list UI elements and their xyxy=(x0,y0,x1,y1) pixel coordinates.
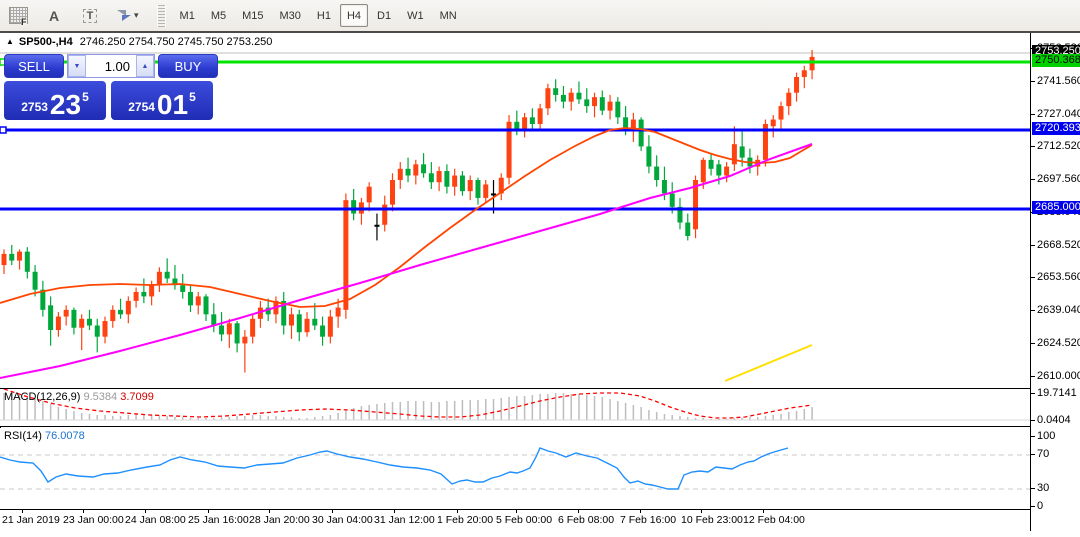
time-tick-mark xyxy=(578,510,579,513)
macd-panel[interactable]: MACD(12,26,9) 9.5384 3.7099 xyxy=(0,389,1030,427)
time-tick-label: 1 Feb 20:00 xyxy=(437,514,494,526)
volume-box: ▼ 1.00 ▲ xyxy=(67,54,155,78)
rsi-value: 76.0078 xyxy=(44,430,85,442)
text-box-button[interactable]: T xyxy=(74,4,106,28)
time-tick-label: 21 Jan 2019 xyxy=(2,514,60,526)
time-tick-label: 31 Jan 12:00 xyxy=(374,514,435,526)
macd-label: MACD(12,26,9) 9.5384 3.7099 xyxy=(4,391,154,403)
timeframe-button-m5[interactable]: M5 xyxy=(210,9,227,22)
indicator-scale-label: 30 xyxy=(1030,482,1050,494)
macd-value-2: 3.7099 xyxy=(120,391,154,403)
indicator-scale-label: 100 xyxy=(1030,430,1056,442)
spin-up-icon: ▲ xyxy=(141,62,149,70)
time-tick-label: 30 Jan 04:00 xyxy=(312,514,373,526)
time-tick-mark xyxy=(701,510,702,513)
indicator-scale-label: 70 xyxy=(1030,448,1050,460)
time-axis[interactable]: 21 Jan 2019 23 Jan 00:00 24 Jan 08:00 25 Ja… xyxy=(0,510,1030,531)
price-tick-label: 2610.000 xyxy=(1031,370,1080,382)
time-tick-mark xyxy=(640,510,641,513)
macd-value-1: 9.5384 xyxy=(83,391,118,403)
indicator-scale-label: 0.0404 xyxy=(1031,414,1071,426)
time-tick-mark xyxy=(83,510,84,513)
price-tick-label: 2653.560 xyxy=(1031,271,1080,283)
timeframe-button-m1[interactable]: M1 xyxy=(179,9,195,22)
price-tick-label: 2624.520 xyxy=(1031,337,1080,349)
time-tick-mark xyxy=(269,510,270,513)
price-scale[interactable]: 2756.5202741.5602727.0402712.5202697.560… xyxy=(1030,33,1080,531)
symbol-label: SP500-,H4 xyxy=(18,35,73,48)
buy-price-sup: 5 xyxy=(189,90,196,104)
indicator-scale-label: 19.7141 xyxy=(1031,387,1077,399)
price-tick-label: 2712.520 xyxy=(1031,140,1080,152)
collapse-triangle-icon[interactable]: ▲ xyxy=(6,37,14,46)
letter-t-icon: T xyxy=(82,8,98,23)
indicators-grid-button[interactable]: F xyxy=(2,4,34,28)
buy-price-big: 01 xyxy=(156,89,189,120)
price-tick-label: 2697.560 xyxy=(1031,173,1080,185)
timeframe-button-m15[interactable]: M15 xyxy=(242,9,264,22)
time-tick-mark xyxy=(394,510,395,513)
buy-price-small: 2754 xyxy=(128,100,155,114)
time-tick-mark xyxy=(145,510,146,513)
indicator-scale-label: 0 xyxy=(1030,500,1044,512)
letter-a-icon: A xyxy=(48,7,60,24)
buy-button[interactable]: BUY xyxy=(158,54,218,78)
timeframe-button-w1[interactable]: W1 xyxy=(407,9,424,22)
arrow-objects-button[interactable]: ▾ xyxy=(110,4,145,28)
toolbar-drag-handle[interactable] xyxy=(156,4,166,27)
drawing-tools-group: F A T ▾ xyxy=(0,0,147,31)
ohlc-readout: 2746.250 2754.750 2745.750 2753.250 xyxy=(79,35,273,48)
timeframe-button-h4[interactable]: H4 xyxy=(339,4,369,27)
time-tick-mark xyxy=(22,510,23,513)
chart-title-bar: ▲ SP500-,H4 2746.250 2754.750 2745.750 2… xyxy=(0,33,1030,50)
timeframe-button-m30[interactable]: M30 xyxy=(279,9,301,22)
volume-down-button[interactable]: ▼ xyxy=(68,55,86,77)
price-tick-label: 2668.520 xyxy=(1031,239,1080,251)
time-tick-label: 6 Feb 08:00 xyxy=(558,514,615,526)
one-click-trade-panel: SELL ▼ 1.00 ▲ BUY 2753 23 5 2754 01 5 xyxy=(4,54,218,120)
time-tick-mark xyxy=(208,510,209,513)
time-tick-label: 25 Jan 16:00 xyxy=(188,514,249,526)
toolbar: F A T ▾ M1 M5 M15 M30 H1 H4 D1 W1 MN xyxy=(0,0,1080,32)
timeframe-button-h1[interactable]: H1 xyxy=(316,9,331,22)
price-badge: 2685.000 xyxy=(1032,201,1080,214)
price-badge: 2720.393 xyxy=(1032,122,1080,135)
rsi-panel[interactable]: RSI(14) 76.0078 xyxy=(0,428,1030,510)
sell-price-box[interactable]: 2753 23 5 xyxy=(4,81,106,120)
time-tick-label: 12 Feb 04:00 xyxy=(743,514,805,526)
price-tick-label: 2727.040 xyxy=(1031,108,1080,120)
time-tick-label: 23 Jan 00:00 xyxy=(63,514,124,526)
price-tick-label: 2639.040 xyxy=(1031,304,1080,316)
rsi-label: RSI(14) 76.0078 xyxy=(4,430,85,442)
timeframe-buttons-group: M1 M5 M15 M30 H1 H4 D1 W1 MN xyxy=(172,0,465,31)
timeframe-button-mn[interactable]: MN xyxy=(439,9,457,22)
price-tick-label: 2741.560 xyxy=(1031,75,1080,87)
sell-price-big: 23 xyxy=(49,89,82,120)
time-tick-label: 7 Feb 16:00 xyxy=(620,514,677,526)
time-tick-mark xyxy=(332,510,333,513)
text-label-button[interactable]: A xyxy=(38,4,70,28)
time-tick-label: 5 Feb 00:00 xyxy=(496,514,553,526)
time-tick-label: 10 Feb 23:00 xyxy=(681,514,743,526)
spin-down-icon: ▼ xyxy=(73,62,81,70)
sell-price-sup: 5 xyxy=(82,90,89,104)
window-frame-line xyxy=(0,31,1080,33)
price-badge: 2750.368 xyxy=(1032,54,1080,67)
time-tick-label: 24 Jan 08:00 xyxy=(125,514,186,526)
volume-input[interactable]: 1.00 xyxy=(104,58,130,74)
time-tick-mark xyxy=(457,510,458,513)
time-tick-label: 28 Jan 20:00 xyxy=(249,514,310,526)
buy-price-box[interactable]: 2754 01 5 xyxy=(111,81,213,120)
dropdown-caret-icon: ▾ xyxy=(134,10,139,20)
volume-up-button[interactable]: ▲ xyxy=(136,55,154,77)
sell-button[interactable]: SELL xyxy=(4,54,64,78)
arrow-shapes-icon xyxy=(116,8,133,23)
grid-icon: F xyxy=(8,7,28,27)
time-tick-mark xyxy=(763,510,764,513)
time-tick-mark xyxy=(516,510,517,513)
sell-price-small: 2753 xyxy=(21,100,48,114)
timeframe-button-d1[interactable]: D1 xyxy=(377,9,392,22)
